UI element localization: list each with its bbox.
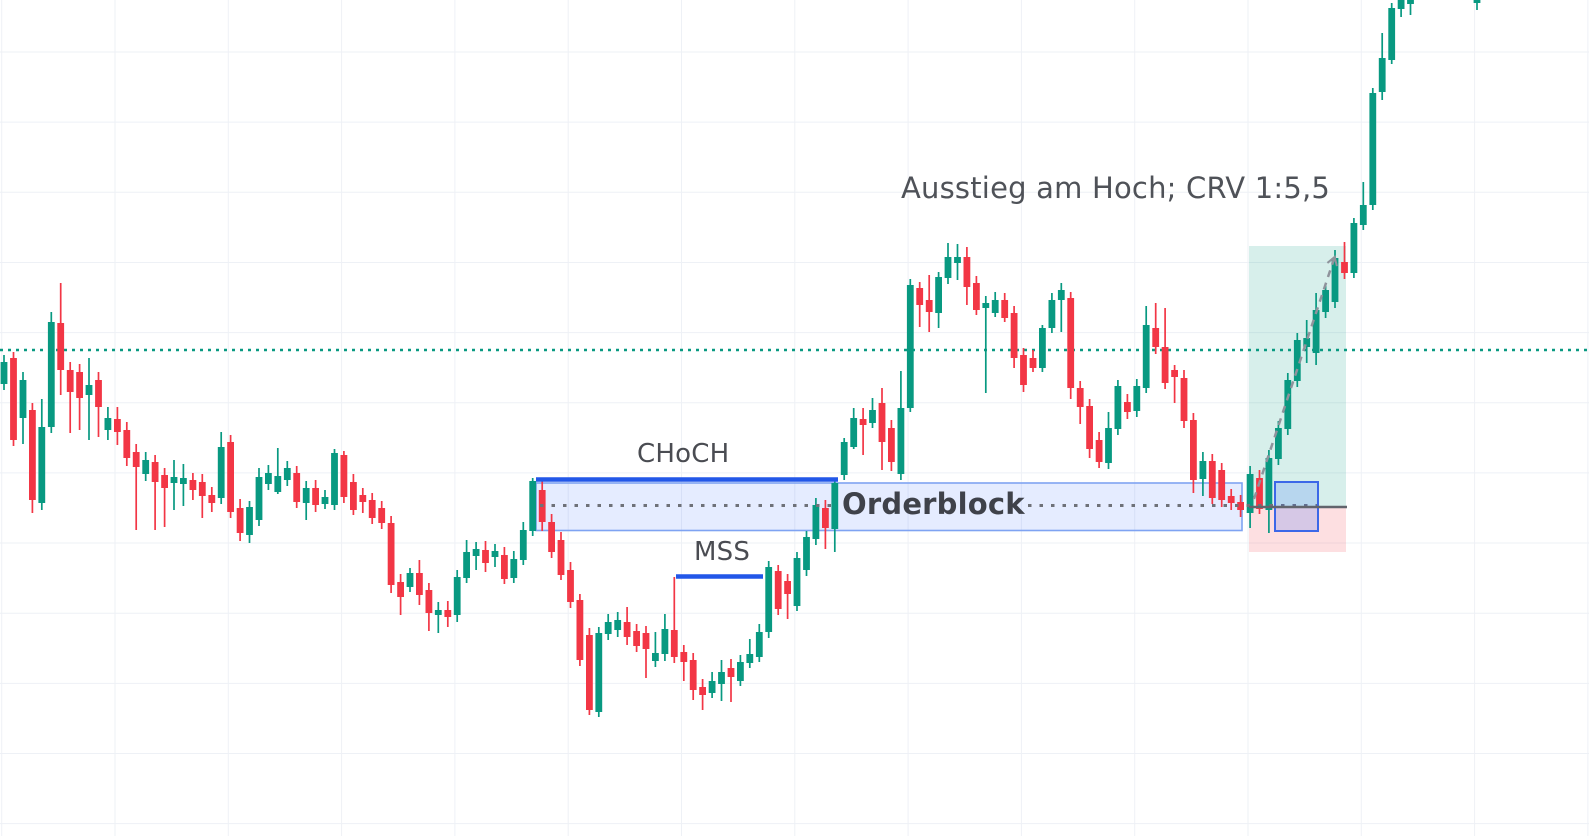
choch-label[interactable]: CHoCH xyxy=(637,439,730,469)
mss-label[interactable]: MSS xyxy=(694,537,751,567)
stop-zone[interactable] xyxy=(1249,507,1346,552)
orderblock-label[interactable]: Orderblock xyxy=(842,487,1025,521)
candles-layer xyxy=(0,0,1481,717)
exit-label[interactable]: Ausstieg am Hoch; CRV 1:5,5 xyxy=(901,171,1331,205)
trend-arrow[interactable] xyxy=(1252,255,1338,500)
